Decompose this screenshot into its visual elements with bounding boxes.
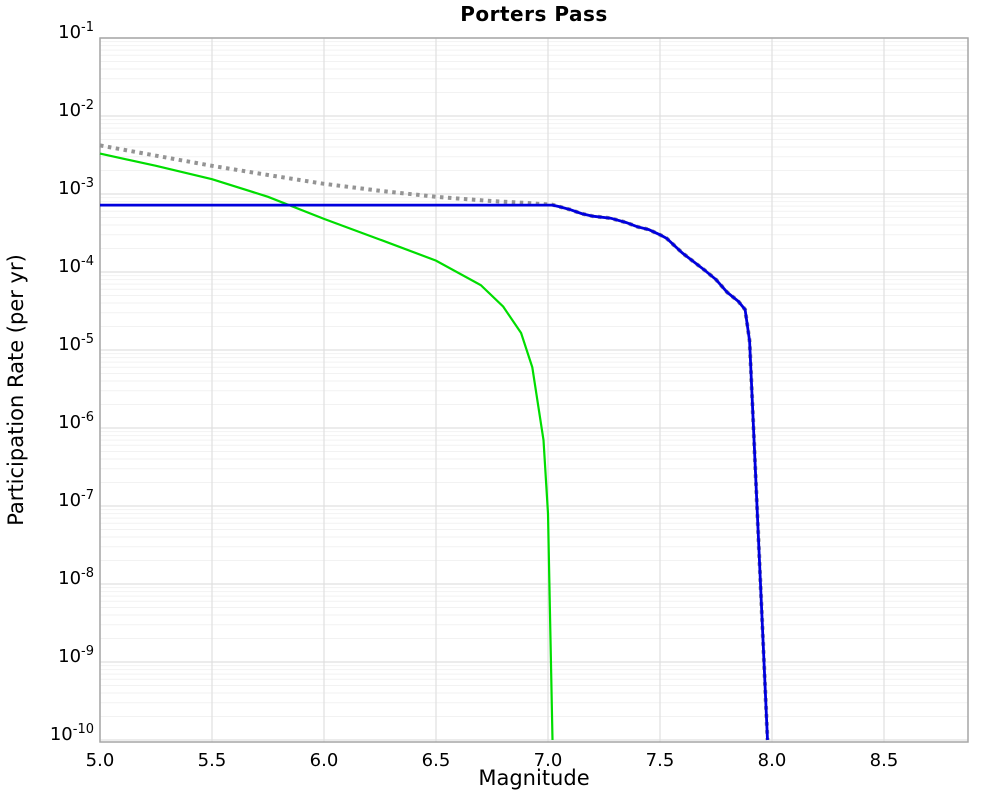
y-tick-label: 10-3: [58, 176, 94, 199]
x-tick-label: 6.0: [309, 750, 339, 771]
series-blue-solid-line: [100, 203, 769, 741]
y-tick-label: 10-1: [58, 20, 94, 43]
x-tick-label: 7.0: [533, 750, 563, 771]
series-green-solid-line: [99, 152, 554, 741]
x-axis-label: Magnitude: [478, 766, 590, 790]
y-tick-label: 10-8: [58, 566, 94, 589]
y-axis-label: Participation Rate (per yr): [4, 254, 28, 526]
y-tick-label: 10-6: [58, 410, 94, 433]
y-tick-label: 10-10: [49, 722, 94, 745]
y-tick-label: 10-5: [58, 332, 94, 355]
x-tick-label: 5.0: [85, 750, 115, 771]
x-tick-label: 6.5: [421, 750, 451, 771]
y-tick-label: 10-7: [58, 488, 94, 511]
y-tick-label: 10-9: [58, 644, 94, 667]
x-tick-label: 8.0: [757, 750, 787, 771]
chart-title: Porters Pass: [460, 2, 608, 26]
plot-background: [100, 38, 968, 742]
x-tick-label: 8.5: [869, 750, 899, 771]
y-tick-label: 10-2: [58, 98, 94, 121]
x-tick-label: 5.5: [197, 750, 227, 771]
plot-frame: [99, 37, 969, 743]
y-tick-label: 10-4: [58, 254, 94, 277]
x-tick-label: 7.5: [645, 750, 675, 771]
